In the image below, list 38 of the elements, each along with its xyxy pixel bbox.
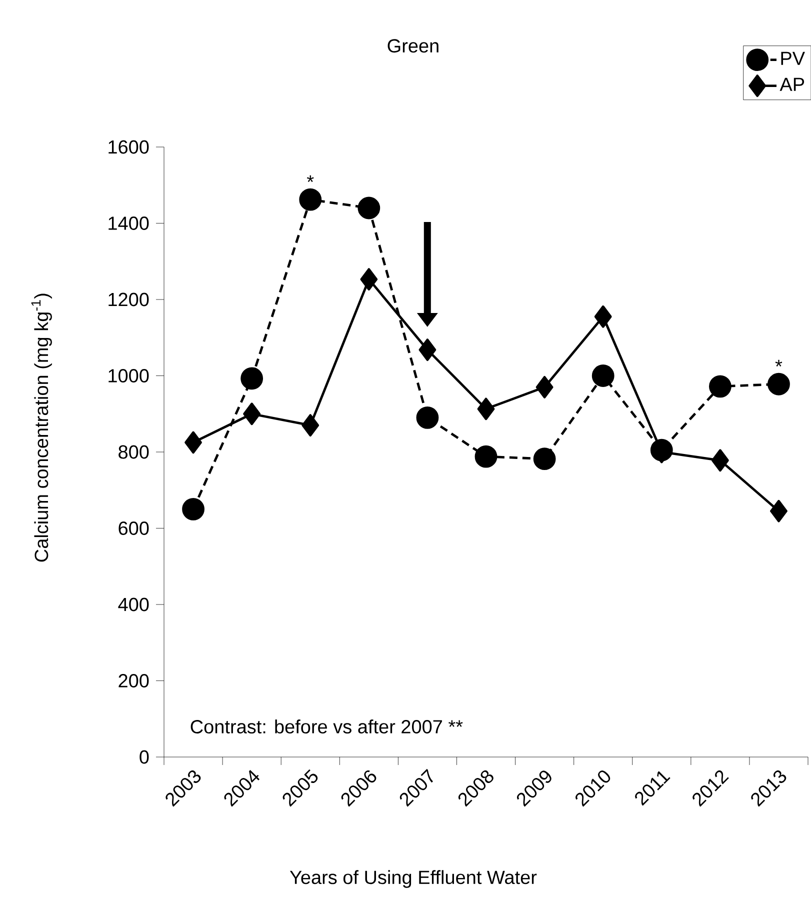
point: [592, 364, 614, 387]
point: [358, 196, 380, 220]
annotation: Contrast: before vs after 2007 **: [190, 720, 463, 734]
annotation: *: [775, 360, 782, 367]
x-axis-title: Years of Using Effluent Water: [290, 870, 537, 888]
point: [299, 188, 322, 211]
point: [182, 498, 204, 520]
point: [650, 438, 673, 462]
chart-title: Green: [388, 39, 438, 53]
point: [416, 406, 439, 429]
point: [770, 500, 788, 522]
y-tick-label: 1400: [108, 216, 149, 230]
point: [474, 445, 498, 468]
point: [594, 305, 612, 328]
y-tick-label: 1000: [108, 369, 149, 382]
point: [243, 402, 261, 426]
point: [536, 376, 554, 398]
y-tick-label: 0: [140, 750, 149, 764]
point: [533, 448, 556, 470]
point: [184, 431, 202, 454]
annotation: *: [306, 175, 314, 182]
y-tick-label: 1600: [108, 140, 149, 154]
point: [768, 372, 790, 396]
y-tick-label: 600: [118, 522, 149, 535]
point: [302, 414, 320, 437]
y-tick-label: 200: [118, 674, 149, 688]
legend-label: PV: [781, 52, 805, 65]
point: [240, 367, 264, 390]
point: [708, 375, 732, 398]
y-tick-label: 1200: [108, 292, 149, 306]
y-axis-title: Calcium concentration (mg kg$^{-1}$): [31, 294, 52, 562]
point: [418, 338, 436, 362]
y-tick-label: 400: [118, 598, 149, 612]
point: [477, 398, 495, 420]
legend-label: AP: [780, 78, 804, 91]
point: [360, 268, 378, 290]
point: [711, 449, 729, 472]
y-tick-label: 800: [118, 445, 149, 459]
